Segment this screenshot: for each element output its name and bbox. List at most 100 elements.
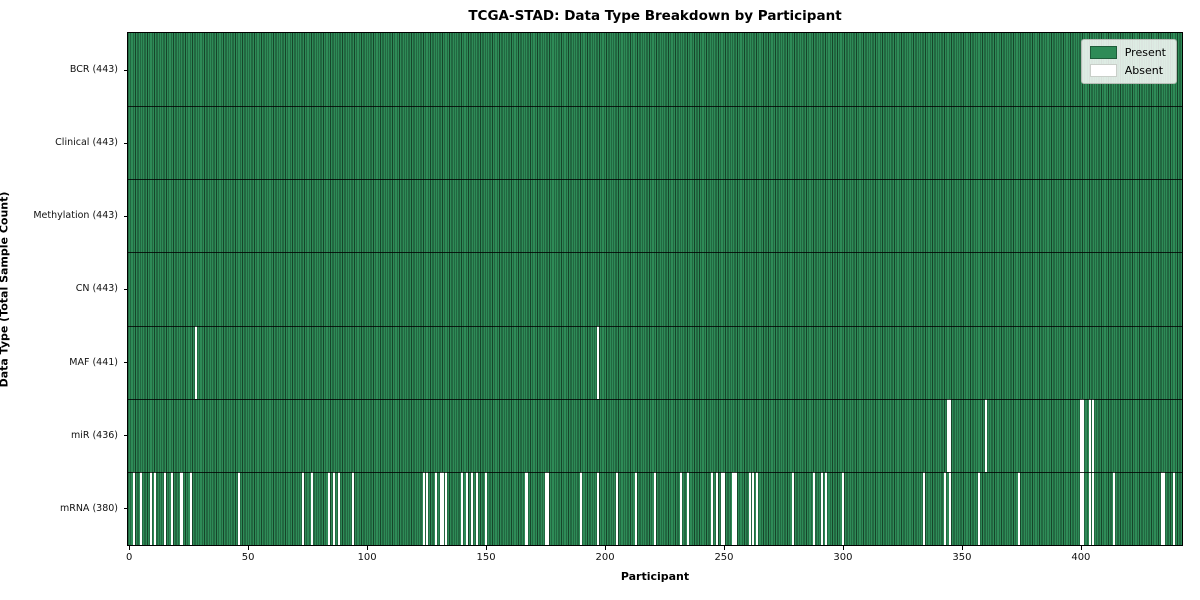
absent-bar bbox=[1172, 471, 1175, 545]
absent-bar bbox=[1079, 398, 1082, 472]
x-tick-label: 250 bbox=[714, 552, 734, 563]
absent-bar bbox=[301, 471, 304, 545]
row-divider bbox=[128, 471, 1182, 473]
absent-bar bbox=[1079, 471, 1082, 545]
heatmap-row-BCR bbox=[128, 33, 1182, 107]
absent-bar bbox=[525, 471, 528, 545]
x-tick-label: 50 bbox=[241, 552, 255, 563]
absent-bar bbox=[1089, 471, 1092, 545]
x-tick-label: 300 bbox=[833, 552, 853, 563]
absent-bar bbox=[1082, 398, 1085, 472]
y-axis: BCR (443) Clinical (443) Methylation (443)… bbox=[0, 33, 128, 545]
absent-bar bbox=[190, 471, 193, 545]
absent-bar bbox=[984, 398, 987, 472]
absent-bar bbox=[791, 471, 795, 545]
absent-bar bbox=[470, 471, 473, 545]
y-tick-label: Methylation (443) bbox=[33, 210, 118, 222]
x-tick-label: 400 bbox=[1071, 552, 1091, 563]
absent-bar bbox=[749, 471, 752, 545]
absent-bar bbox=[435, 471, 438, 545]
x-tick bbox=[129, 546, 131, 550]
absent-bar bbox=[825, 471, 828, 545]
absent-bar bbox=[732, 471, 735, 545]
absent-bar bbox=[596, 471, 599, 545]
x-tick bbox=[486, 546, 488, 550]
absent-bar bbox=[722, 471, 726, 545]
y-tick bbox=[124, 289, 128, 290]
heatmap-row-mRNA bbox=[128, 471, 1182, 545]
legend-label-absent: Absent bbox=[1124, 64, 1164, 77]
absent-bar bbox=[425, 471, 428, 545]
absent-bar bbox=[461, 471, 464, 545]
absent-bar bbox=[653, 471, 657, 545]
x-tick-label: 0 bbox=[126, 552, 133, 563]
x-axis: 0 50 100 150 200 250 300 350 400 bbox=[126, 545, 1182, 575]
absent-bar bbox=[977, 471, 980, 545]
absent-bar bbox=[149, 471, 152, 545]
row-divider bbox=[128, 252, 1182, 254]
absent-bar bbox=[423, 471, 426, 545]
x-tick bbox=[1080, 546, 1082, 550]
absent-bar bbox=[163, 471, 166, 545]
heatmap-row-miR bbox=[128, 398, 1182, 472]
x-tick bbox=[842, 546, 844, 550]
x-tick bbox=[723, 546, 725, 550]
absent-bar bbox=[351, 471, 354, 545]
absent-bar bbox=[596, 325, 599, 399]
absent-bar bbox=[311, 471, 314, 545]
y-tick-label: CN (443) bbox=[75, 283, 118, 295]
absent-bar bbox=[475, 471, 478, 545]
absent-bar bbox=[442, 471, 445, 545]
absent-bar bbox=[1089, 398, 1092, 472]
absent-bar bbox=[485, 471, 488, 545]
absent-bar bbox=[194, 325, 197, 399]
legend-entry-present: Present bbox=[1089, 46, 1166, 59]
y-tick-label: miR (436) bbox=[70, 429, 118, 441]
absent-bar bbox=[1160, 471, 1163, 545]
legend-entry-absent: Absent bbox=[1089, 64, 1166, 77]
absent-bar bbox=[948, 471, 952, 545]
absent-bar bbox=[544, 471, 547, 545]
row-divider bbox=[128, 398, 1182, 400]
absent-bar bbox=[680, 471, 683, 545]
heatmap-row-MAF bbox=[128, 325, 1182, 399]
x-tick bbox=[961, 546, 963, 550]
absent-bar bbox=[687, 471, 690, 545]
absent-bar bbox=[944, 471, 947, 545]
absent-bar bbox=[170, 471, 174, 545]
absent-bar bbox=[466, 471, 469, 545]
absent-bar bbox=[922, 471, 925, 545]
absent-bar bbox=[546, 471, 549, 545]
absent-bar bbox=[634, 471, 638, 545]
x-tick bbox=[248, 546, 250, 550]
absent-bar bbox=[751, 471, 754, 545]
absent-bar bbox=[580, 471, 583, 545]
x-tick-label: 350 bbox=[952, 552, 972, 563]
y-tick bbox=[124, 435, 128, 437]
absent-bar bbox=[328, 471, 331, 545]
absent-bar bbox=[948, 398, 952, 472]
absent-bar bbox=[237, 471, 240, 545]
absent-bar bbox=[180, 471, 183, 545]
absent-bar bbox=[715, 471, 718, 545]
y-tick bbox=[124, 142, 128, 144]
absent-bar bbox=[946, 398, 949, 472]
x-tick bbox=[367, 546, 369, 550]
present-swatch-icon bbox=[1089, 46, 1117, 59]
absent-bar bbox=[1082, 471, 1085, 545]
y-tick bbox=[124, 69, 128, 71]
x-tick bbox=[605, 546, 607, 550]
y-tick-label: mRNA (380) bbox=[59, 502, 118, 514]
absent-bar bbox=[1163, 471, 1166, 545]
row-divider bbox=[128, 179, 1182, 181]
y-tick-label: Clinical (443) bbox=[55, 137, 118, 149]
absent-bar bbox=[720, 471, 723, 545]
x-tick-label: 100 bbox=[357, 552, 377, 563]
heatmap-row-Clinical bbox=[128, 106, 1182, 180]
absent-bar bbox=[1113, 471, 1116, 545]
absent-bar bbox=[711, 471, 714, 545]
y-tick bbox=[124, 508, 128, 510]
absent-bar bbox=[140, 471, 143, 545]
plot-area bbox=[127, 32, 1183, 546]
